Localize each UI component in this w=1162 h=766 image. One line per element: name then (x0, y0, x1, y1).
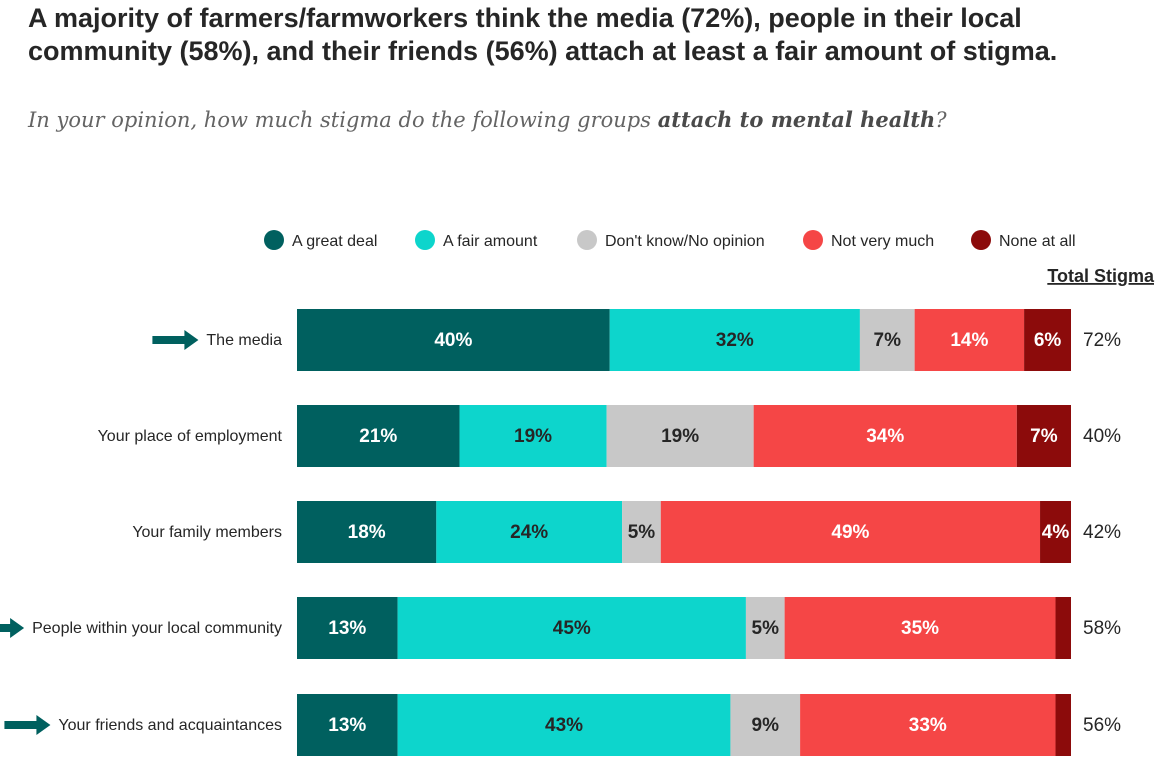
data-label: 19% (514, 426, 552, 447)
legend-label-a-fair-amount: A fair amount (443, 233, 538, 250)
bar-segment (730, 694, 801, 756)
total-stigma-value: 56% (1083, 715, 1121, 736)
total-stigma-header: Total Stigma (1047, 266, 1155, 286)
legend-marker-don-t-know-no-opinion (577, 230, 597, 250)
legend-marker-not-very-much (803, 230, 823, 250)
bar-segment (297, 597, 398, 659)
data-label: 5% (752, 618, 780, 639)
bar-segment (859, 309, 915, 371)
data-label: 40% (434, 330, 472, 351)
bar-segment (297, 501, 437, 563)
highlight-arrow-icon (152, 330, 199, 350)
category-label: People within your local community (32, 620, 282, 637)
category-label: Your friends and acquaintances (58, 717, 282, 734)
category-label: Your place of employment (98, 428, 283, 445)
highlight-arrow-icon (0, 618, 25, 638)
legend-marker-a-fair-amount (415, 230, 435, 250)
legend-label-not-very-much: Not very much (831, 233, 934, 250)
data-label: 18% (348, 522, 386, 543)
subtitle-emphasis: attach to mental health (657, 107, 936, 132)
data-label: 7% (874, 330, 902, 351)
bar-segment (297, 694, 398, 756)
total-stigma-value: 58% (1083, 618, 1121, 639)
total-stigma-value: 42% (1083, 522, 1121, 543)
subtitle-suffix: ? (935, 108, 947, 132)
chart-subtitle: In your opinion, how much stigma do the … (28, 107, 1138, 132)
data-label: 5% (628, 522, 656, 543)
legend: A great deal A fair amount Don't know/No o… (264, 230, 1076, 250)
bar-segment (397, 597, 746, 659)
bar-segment (1055, 597, 1071, 659)
data-label: 19% (661, 426, 699, 447)
data-label: 13% (328, 715, 366, 736)
chart-rows: The media 40% 32% 7% 14% 6% 72% Your place of e… (0, 309, 1121, 756)
data-label: 33% (909, 715, 947, 736)
bar-segment (459, 405, 607, 467)
chart-title: A majority of farmers/farmworkers think … (28, 3, 1058, 66)
legend-marker-a-great-deal (264, 230, 284, 250)
data-label: 9% (752, 715, 780, 736)
bar-segment (622, 501, 661, 563)
bar-segment (784, 597, 1056, 659)
data-label: 13% (328, 618, 366, 639)
data-label: 34% (866, 426, 904, 447)
data-label: 6% (1034, 330, 1062, 351)
bar-segment (436, 501, 623, 563)
data-label: 21% (359, 426, 397, 447)
bar-segment (606, 405, 754, 467)
bar-segment (800, 694, 1056, 756)
data-label: 7% (1030, 426, 1058, 447)
category-label: The media (206, 332, 282, 349)
highlight-arrow-icon (4, 715, 51, 735)
bar-segment (753, 405, 1017, 467)
legend-label-a-great-deal: A great deal (292, 233, 377, 250)
category-label: Your family members (132, 524, 282, 541)
bar-segment (297, 309, 610, 371)
bar-segment (745, 597, 785, 659)
bar-segment (609, 309, 860, 371)
bar-segment (914, 309, 1025, 371)
data-label: 14% (950, 330, 988, 351)
subtitle-prefix: In your opinion, how much stigma do the … (28, 108, 658, 132)
data-label: 45% (553, 618, 591, 639)
total-stigma-value: 40% (1083, 426, 1121, 447)
legend-label-don-t-know-no-opinion: Don't know/No opinion (605, 233, 765, 250)
bar-segment (1040, 501, 1071, 563)
bar-segment (1055, 694, 1071, 756)
data-label: 49% (831, 522, 869, 543)
data-label: 35% (901, 618, 939, 639)
legend-marker-none-at-all (971, 230, 991, 250)
total-stigma-value: 72% (1083, 330, 1121, 351)
legend-label-none-at-all: None at all (999, 233, 1076, 250)
bar-segment (297, 405, 460, 467)
bar-segment (397, 694, 731, 756)
bar-segment (1016, 405, 1071, 467)
bar-segment (1024, 309, 1071, 371)
data-label: 32% (716, 330, 754, 351)
data-label: 24% (510, 522, 548, 543)
data-label: 43% (545, 715, 583, 736)
bar-segment (660, 501, 1041, 563)
data-label: 4% (1042, 522, 1070, 543)
